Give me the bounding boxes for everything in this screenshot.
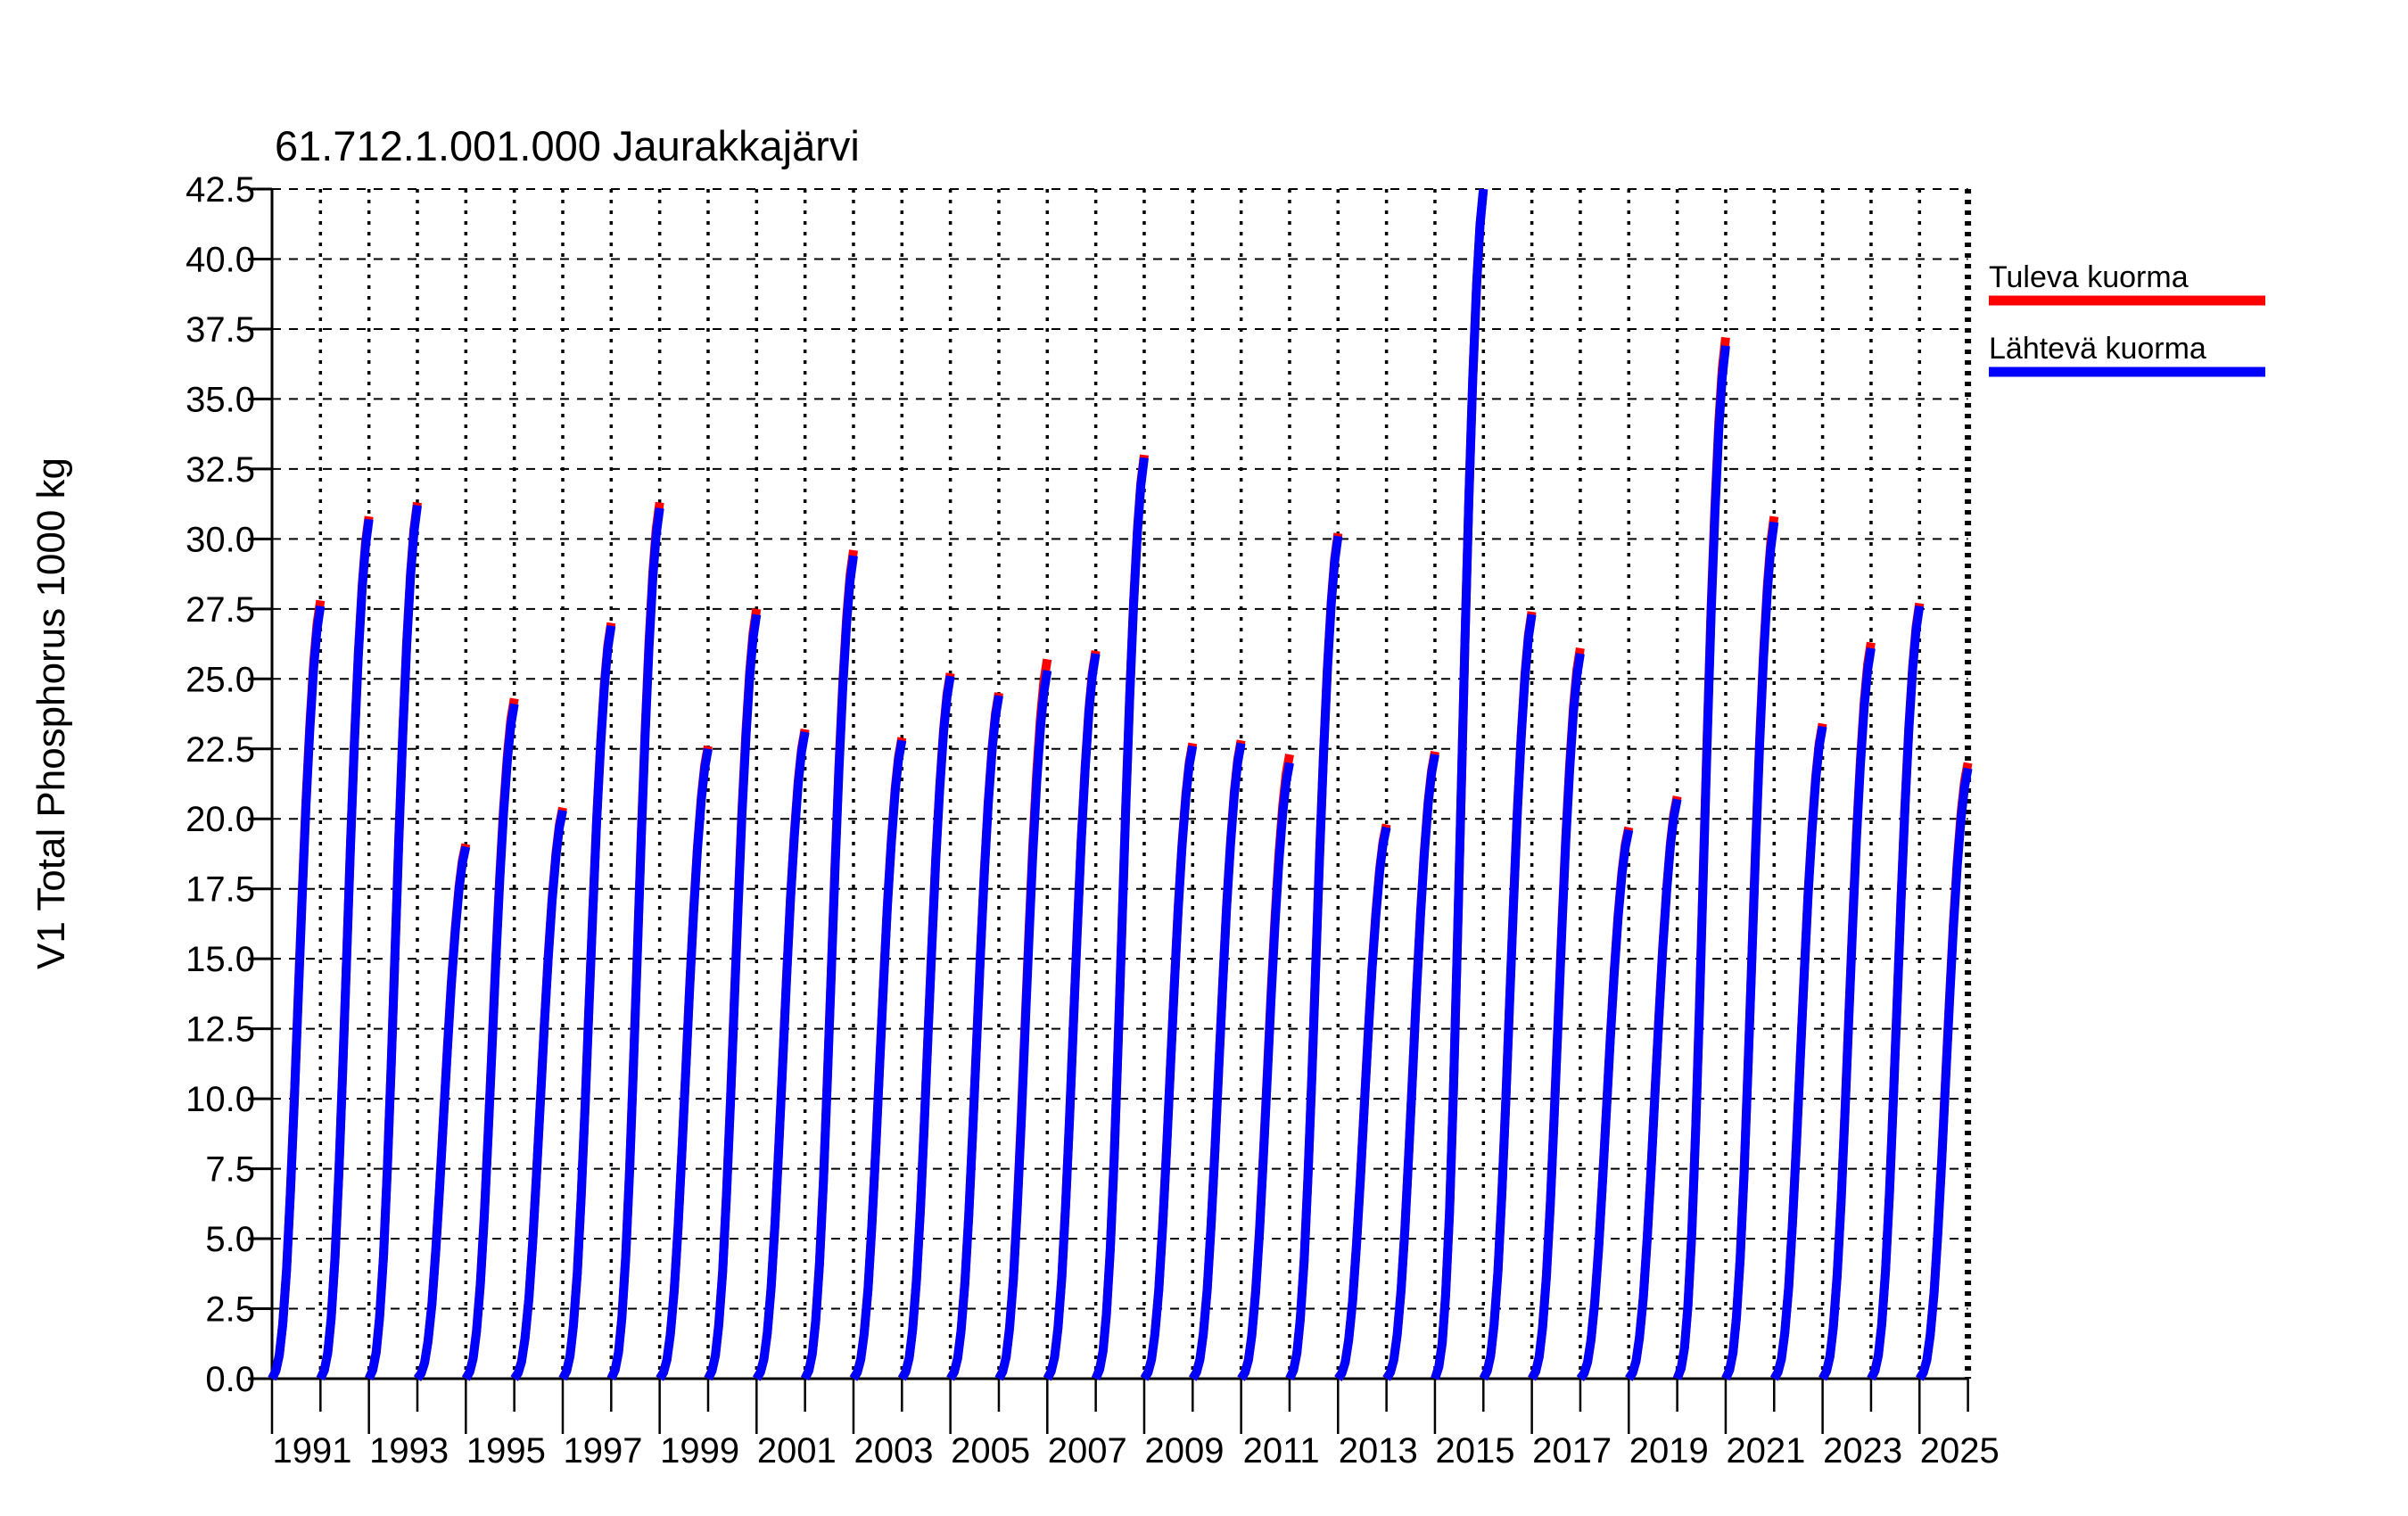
curve-2014-lahteva: [1382, 754, 1439, 1381]
curve-2008-lahteva: [1092, 457, 1149, 1380]
curve-2025-lahteva: [1916, 767, 1973, 1381]
x-tick-label: 1999: [660, 1431, 739, 1471]
legend-label-lahteva-kuorma: Lähtevä kuorma: [1989, 332, 2206, 366]
legend: Tuleva kuorma Lähtevä kuorma: [1989, 260, 2265, 377]
x-tick-label: 1997: [563, 1431, 642, 1471]
curve-2023-lahteva: [1818, 647, 1876, 1381]
x-tick-label: 2021: [1726, 1431, 1805, 1471]
y-tick-label: 27.5: [186, 590, 255, 630]
y-tick-label: 2.5: [205, 1290, 255, 1330]
curve-1998-lahteva: [606, 507, 664, 1381]
curve-2024-lahteva: [1867, 605, 1925, 1381]
gridlines: [272, 188, 1972, 1379]
y-tick-label: 20.0: [186, 800, 255, 839]
curve-1995-lahteva: [461, 703, 519, 1381]
x-tick-label: 2003: [854, 1431, 933, 1471]
x-tick-label: 2013: [1339, 1431, 1418, 1471]
data-curves: [268, 188, 1973, 1381]
curve-2018-lahteva: [1576, 828, 1634, 1381]
curve-2022-lahteva: [1769, 725, 1827, 1381]
x-tick-label: 1991: [273, 1431, 352, 1471]
axes: [248, 187, 1969, 1434]
curve-2004-lahteva: [897, 675, 955, 1381]
y-tick-label: 42.5: [186, 170, 255, 210]
curve-1991-lahteva: [268, 605, 326, 1381]
x-tick-label: 2007: [1048, 1431, 1127, 1471]
x-tick-label: 2019: [1629, 1431, 1709, 1471]
curve-1999-lahteva: [656, 747, 713, 1381]
curve-1997-lahteva: [558, 624, 616, 1381]
y-tick-label: 32.5: [186, 450, 255, 490]
x-tick-label: 2017: [1532, 1431, 1612, 1471]
chart-title: 61.712.1.001.000 Jaurakkajärvi: [275, 122, 860, 169]
curve-2006-lahteva: [994, 670, 1052, 1381]
curve-2012-lahteva: [1285, 535, 1343, 1381]
legend-label-tuleva-kuorma: Tuleva kuorma: [1989, 260, 2189, 294]
y-tick-label: 15.0: [186, 940, 255, 979]
curve-2002-lahteva: [801, 555, 858, 1381]
y-tick-label: 7.5: [205, 1150, 255, 1190]
y-tick-label: 25.0: [186, 660, 255, 699]
x-tick-label: 2023: [1823, 1431, 1902, 1471]
curve-2003-lahteva: [849, 739, 907, 1381]
curve-1994-lahteva: [413, 845, 471, 1381]
y-tick-label: 5.0: [205, 1220, 255, 1259]
y-tick-label: 35.0: [186, 380, 255, 419]
curve-2016-lahteva: [1479, 614, 1537, 1381]
curve-1992-lahteva: [316, 518, 374, 1381]
curve-2021-lahteva: [1721, 521, 1779, 1381]
curve-2011-lahteva: [1237, 762, 1294, 1381]
x-tick-label: 2015: [1435, 1431, 1514, 1471]
curve-2000-lahteva: [704, 614, 762, 1381]
y-tick-label: 22.5: [186, 730, 255, 770]
y-tick-label: 17.5: [186, 870, 255, 910]
y-tick-label: 0.0: [205, 1360, 255, 1399]
x-tick-label: 2001: [757, 1431, 837, 1471]
curve-1993-lahteva: [365, 505, 422, 1381]
y-tick-label: 30.0: [186, 520, 255, 559]
x-tick-label: 2009: [1144, 1431, 1224, 1471]
curve-2010-lahteva: [1189, 742, 1246, 1381]
x-tick-label: 2025: [1920, 1431, 2000, 1471]
curve-1996-lahteva: [510, 809, 567, 1381]
x-tick-label: 2011: [1243, 1431, 1320, 1471]
y-axis-tick-labels: 0.0 2.5 5.0 7.5 10.0 12.5 15.0 17.5 20.0 22.5 25.0…: [186, 170, 255, 1399]
curve-2001-lahteva: [753, 731, 810, 1381]
x-axis-tick-labels: 1991 1993 1995 1997 1999 2001 2003 2005 2007 2009…: [273, 1431, 2000, 1471]
y-tick-label: 40.0: [186, 240, 255, 279]
y-axis-title: V1 Total Phosphorus 1000 kg: [29, 457, 73, 969]
curve-2007-lahteva: [1043, 653, 1101, 1381]
curve-2015-lahteva: [1431, 188, 1489, 1380]
y-tick-label: 37.5: [186, 310, 255, 350]
y-tick-label: 10.0: [186, 1080, 255, 1119]
x-tick-label: 2005: [951, 1431, 1030, 1471]
curve-2020-lahteva: [1672, 345, 1730, 1380]
curve-2017-lahteva: [1528, 653, 1585, 1381]
curve-2019-lahteva: [1625, 798, 1682, 1381]
curve-2009-lahteva: [1140, 745, 1198, 1381]
curve-2005-lahteva: [946, 695, 1003, 1381]
x-tick-label: 1995: [466, 1431, 546, 1471]
curve-2013-lahteva: [1334, 826, 1391, 1381]
x-tick-label: 1993: [369, 1431, 449, 1471]
y-tick-label: 12.5: [186, 1010, 255, 1050]
